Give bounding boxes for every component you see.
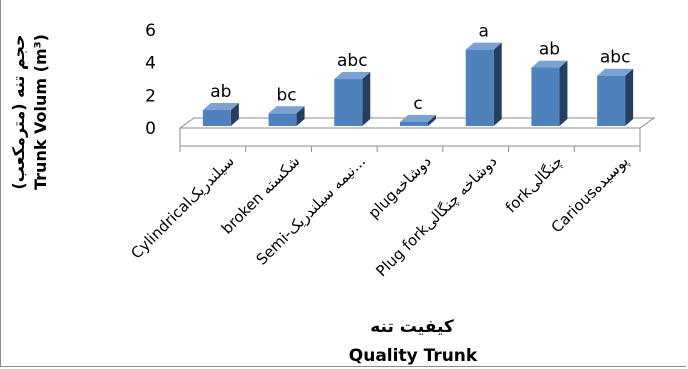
bar-top — [465, 42, 502, 50]
bar — [531, 67, 560, 126]
category-label: Cylindricalسیلندریک — [127, 152, 237, 262]
bar-top — [268, 106, 305, 114]
y-tick-label: 4 — [145, 54, 156, 74]
bar-top — [400, 115, 436, 122]
bar — [202, 110, 231, 126]
bar-side — [428, 115, 436, 126]
y-tick-label: 6 — [145, 21, 156, 41]
bar-side — [625, 68, 634, 126]
bar — [334, 79, 363, 126]
bar-layer — [202, 42, 634, 126]
bar-side — [559, 60, 568, 126]
bar — [268, 113, 297, 126]
bar-top — [334, 72, 371, 79]
bar — [597, 75, 626, 126]
bar — [400, 122, 428, 126]
bar-top — [597, 68, 634, 76]
bar-side — [362, 72, 371, 126]
category-label: forkچنگالی — [502, 152, 566, 216]
significance-label: bc — [277, 85, 297, 105]
significance-label: c — [413, 94, 422, 114]
significance-label: ab — [210, 82, 231, 102]
significance-label: ab — [539, 40, 560, 60]
bar-side — [493, 42, 502, 126]
bar-side — [296, 106, 305, 126]
y-axis-title-en: Trunk Volum (m³) — [31, 34, 50, 190]
significance-label: a — [479, 22, 489, 42]
y-axis-title-fa: حجم تنه (مترمکعب) — [9, 34, 28, 189]
bar — [465, 49, 494, 126]
category-label: Plug forkدوشاخه چنگالی — [372, 152, 500, 280]
bar-top — [202, 103, 239, 111]
significance-label: abc — [337, 51, 368, 71]
bar-side — [230, 103, 239, 126]
x-axis-title-fa: کیفیت تنه — [370, 317, 454, 337]
category-label: plugدوشاخه — [365, 152, 435, 222]
y-tick-label: 0 — [145, 119, 156, 139]
significance-label: abc — [600, 48, 631, 68]
category-label: Semi-نیمه سیلندریک... — [253, 152, 370, 269]
y-tick-label: 2 — [145, 86, 156, 106]
bar-top — [531, 60, 568, 68]
x-axis-title-en: Quality Trunk — [349, 346, 478, 366]
